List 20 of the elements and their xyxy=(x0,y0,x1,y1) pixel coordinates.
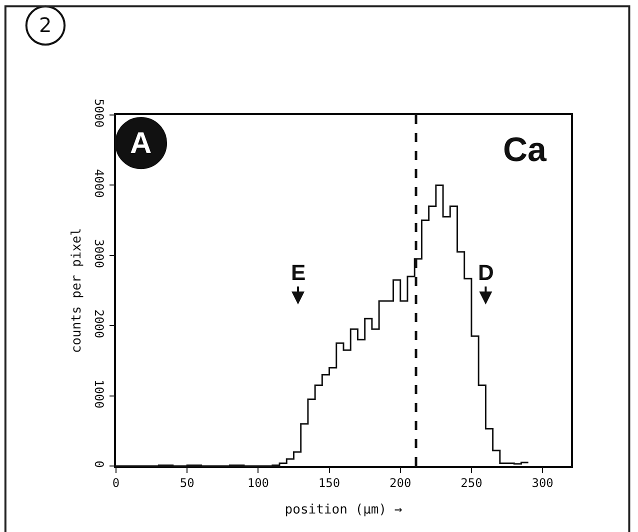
y-tick-label: 3000 xyxy=(92,239,106,268)
y-tick-label: 0 xyxy=(92,460,106,468)
y-tick-label: 2000 xyxy=(92,309,106,338)
annotation: A xyxy=(130,127,152,160)
annotation: E xyxy=(291,260,306,285)
x-tick-label: 100 xyxy=(247,476,270,490)
x-tick-label: 150 xyxy=(318,476,340,490)
x-tick-label: 50 xyxy=(180,476,194,490)
x-tick-label: 250 xyxy=(460,476,482,490)
x-tick-label: 0 xyxy=(112,476,120,490)
y-tick-label: 5000 xyxy=(92,98,106,128)
annotation: D xyxy=(478,260,494,285)
y-tick-label: 4000 xyxy=(92,168,106,198)
y-tick-label: 1000 xyxy=(92,380,106,408)
x-axis-title: position (µm) → xyxy=(284,502,402,518)
annotation: Ca xyxy=(503,131,548,169)
text: 2 xyxy=(39,13,52,37)
x-tick-label: 200 xyxy=(390,476,412,490)
y-axis-title: counts per pixel xyxy=(69,228,84,354)
x-tick-label: 300 xyxy=(532,476,554,490)
